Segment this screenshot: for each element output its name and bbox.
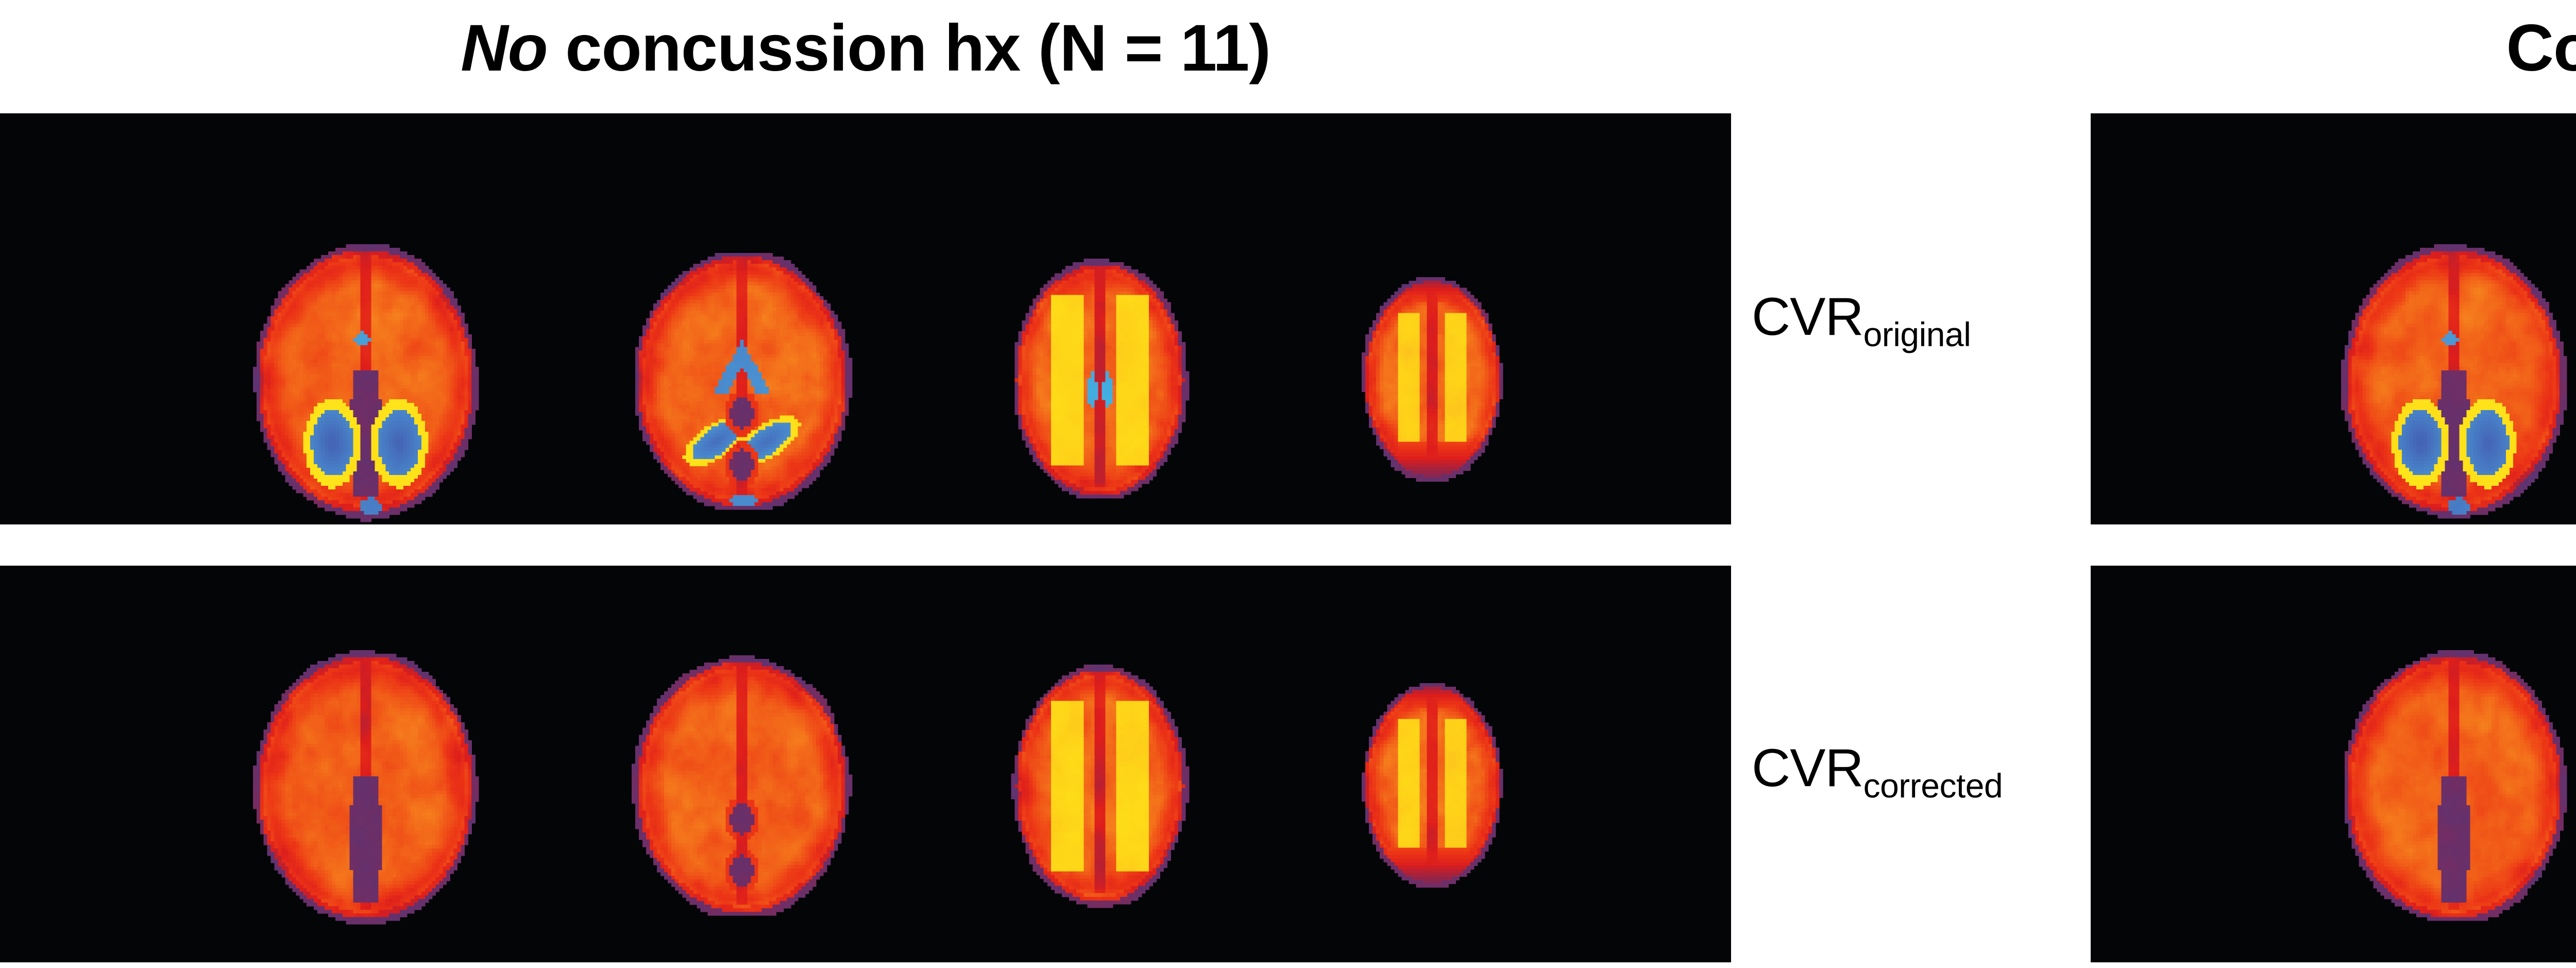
panel-no-concussion-corrected (0, 566, 1731, 962)
panel-title-left: No concussion hx (N = 11) (0, 0, 1731, 100)
row-label-cvr-corrected: CVRcorrected (1752, 738, 2003, 805)
brain-slice-3 (989, 657, 1211, 915)
slice-row-concussion-corrected (2091, 566, 2576, 962)
slice-row-concussion-original (2091, 113, 2576, 524)
brain-slice-2 (621, 648, 863, 926)
panel-concussion-original: 0.70-0.7%ΔBOLD/mmHg (2091, 113, 2576, 524)
panel-title-right: Concussion hx (N = 14) (2091, 0, 2576, 100)
panel-concussion-corrected: 0.70-0.7%ΔBOLD/mmHg (2091, 566, 2576, 962)
slice-row-no-concussion-original (0, 113, 1731, 524)
brain-slice-1 (2330, 237, 2576, 524)
panel-title-left-rest: concussion hx (N = 11) (548, 11, 1271, 85)
brain-slice-2 (621, 242, 863, 520)
panel-title-left-italic: No (461, 11, 548, 85)
row-label-base: CVR (1752, 287, 1864, 347)
brain-slice-3 (989, 251, 1211, 509)
brain-slice-1 (242, 237, 489, 524)
row-label-base: CVR (1752, 738, 1864, 798)
row-label-subscript: corrected (1863, 767, 2003, 805)
panel-no-concussion-original (0, 113, 1731, 524)
brain-slice-4 (1329, 263, 1535, 496)
brain-slice-4 (1329, 669, 1535, 902)
row-label-subscript: original (1863, 315, 1971, 353)
brain-slice-1 (242, 643, 489, 931)
row-label-cvr-original: CVRoriginal (1752, 286, 1971, 353)
slice-row-no-concussion-corrected (0, 566, 1731, 962)
brain-slice-1 (2330, 643, 2576, 931)
